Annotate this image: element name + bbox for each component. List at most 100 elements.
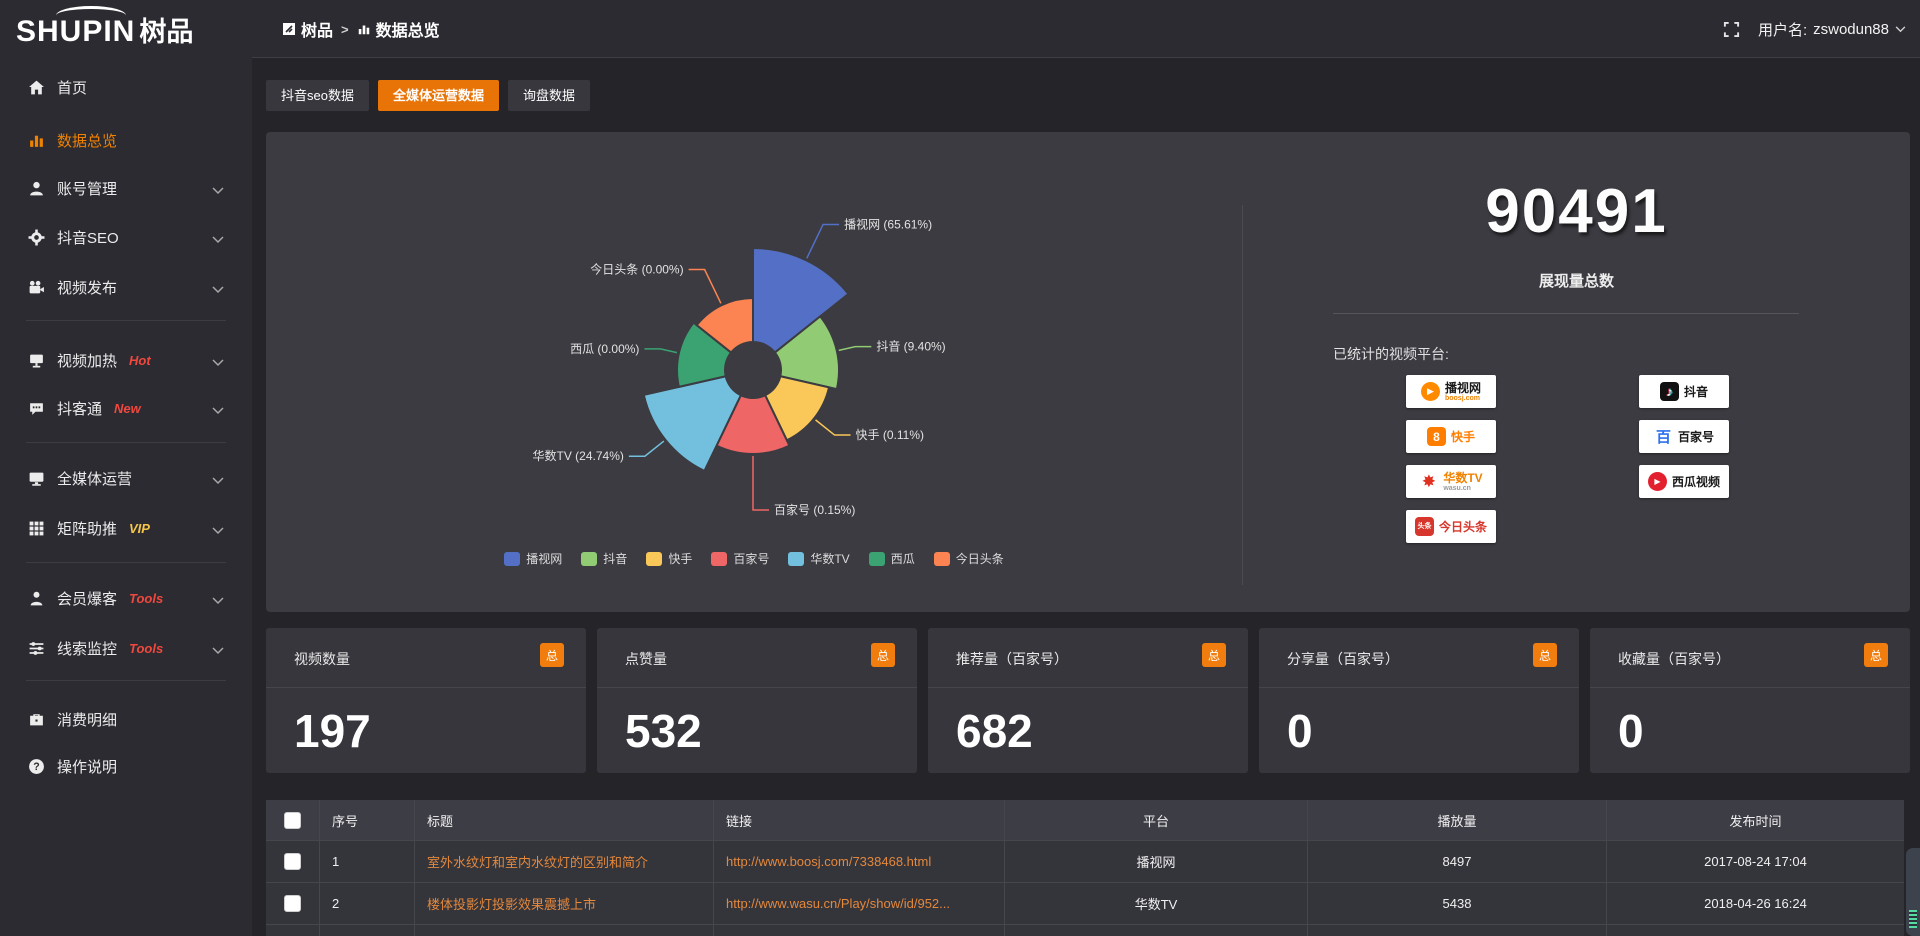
app-logo[interactable]: SHUPIN 树品 bbox=[16, 6, 193, 50]
legend-label: 西瓜 bbox=[890, 552, 915, 566]
legend-item-6[interactable]: 今日头条 bbox=[933, 550, 1004, 567]
legend-swatch bbox=[711, 551, 728, 566]
sidebar-item-chat[interactable]: 抖客通 New bbox=[0, 388, 252, 428]
user-menu[interactable]: 用户名: zswodun88 bbox=[1758, 19, 1906, 40]
video-title-link[interactable]: 室外水纹灯和室内水纹灯的区别和简介 bbox=[427, 855, 649, 870]
stat-card-title: 视频数量 bbox=[294, 651, 350, 667]
pie-slice-1[interactable] bbox=[773, 314, 840, 391]
platform-badge-boosj[interactable]: ▶ 播视网 boosj.com bbox=[1406, 375, 1496, 408]
chevron-down-icon bbox=[212, 236, 224, 244]
row-checkbox[interactable] bbox=[284, 853, 301, 870]
stat-card-value: 197 bbox=[294, 705, 371, 757]
legend-item-4[interactable]: 华数TV bbox=[788, 550, 850, 567]
pie-label: 百家号 (0.15%) bbox=[774, 502, 855, 517]
pie-label-line bbox=[806, 223, 840, 259]
sidebar-item-label: 会员爆客 bbox=[57, 590, 118, 608]
toutiao-logo-icon: 头条 bbox=[1414, 517, 1434, 536]
sidebar-item-home[interactable]: 首页 bbox=[0, 67, 252, 107]
video-url-link[interactable]: http://www.wasu.cn/Play/show/id/952... bbox=[726, 896, 950, 911]
sidebar-item-label: 数据总览 bbox=[57, 132, 118, 150]
link-cell: http://www.boosj.com/7338468.html bbox=[714, 841, 1005, 882]
side-widget[interactable] bbox=[1906, 848, 1920, 936]
checkbox-cell bbox=[266, 841, 320, 882]
platform-badge-xigua[interactable]: ▶ 西瓜视频 bbox=[1639, 465, 1729, 498]
sidebar-item-question[interactable]: ? 操作说明 bbox=[0, 746, 252, 786]
wallet-icon bbox=[26, 711, 46, 728]
pie-label-line bbox=[752, 456, 769, 511]
logo-arc bbox=[56, 6, 126, 25]
legend-item-1[interactable]: 抖音 bbox=[581, 550, 627, 567]
legend-label: 今日头条 bbox=[955, 552, 1004, 566]
sidebar-divider bbox=[26, 320, 226, 321]
platform-badge-toutiao[interactable]: 头条 今日头条 bbox=[1406, 510, 1496, 543]
platform-badge-douyin[interactable]: ♪ 抖音 bbox=[1639, 375, 1729, 408]
heat-screen-icon bbox=[26, 352, 46, 369]
pie-label-line bbox=[644, 348, 678, 354]
platform-badge-kuaishou[interactable]: 8 快手 bbox=[1406, 420, 1496, 453]
total-badge[interactable]: 总 bbox=[871, 643, 895, 667]
chevron-down-icon bbox=[212, 286, 224, 294]
stat-card-0: 视频数量 总 197 bbox=[266, 628, 586, 773]
panel-vertical-divider bbox=[1242, 205, 1243, 585]
platform-badge-wasu[interactable]: ✸ 华数TV wasu.cn bbox=[1406, 465, 1496, 498]
legend-swatch bbox=[868, 551, 885, 566]
question-icon: ? bbox=[26, 758, 46, 775]
sidebar-item-gear[interactable]: 抖音SEO bbox=[0, 217, 252, 257]
total-badge[interactable]: 总 bbox=[1864, 643, 1888, 667]
platforms-title: 已统计的视频平台: bbox=[1333, 346, 1449, 362]
pie-slice-4[interactable] bbox=[642, 375, 743, 473]
sidebar-item-label: 抖音SEO bbox=[57, 229, 119, 247]
tab-1[interactable]: 全媒体运营数据 bbox=[377, 80, 499, 111]
pie-slice-0[interactable] bbox=[752, 246, 850, 354]
time-cell: 2017-08-24 17:04 bbox=[1704, 854, 1807, 869]
sidebar-item-chevron bbox=[212, 182, 224, 200]
sidebar-item-user[interactable]: 账号管理 bbox=[0, 168, 252, 208]
platform-badge-baijiahao[interactable]: 百百家号 bbox=[1639, 420, 1729, 453]
total-badge[interactable]: 总 bbox=[540, 643, 564, 667]
empty-cell bbox=[1308, 925, 1607, 936]
sidebar-item-sliders[interactable]: 线索监控 Tools bbox=[0, 628, 252, 668]
svg-text:?: ? bbox=[33, 761, 39, 773]
legend-item-3[interactable]: 百家号 bbox=[711, 550, 769, 567]
legend-label: 华数TV bbox=[810, 552, 850, 566]
index-cell: 1 bbox=[320, 841, 415, 882]
breadcrumb-root[interactable]: 树品 bbox=[282, 17, 333, 41]
total-impressions-value: 90491 bbox=[1485, 177, 1668, 246]
tab-0[interactable]: 抖音seo数据 bbox=[266, 80, 369, 111]
pie-slice-6[interactable] bbox=[695, 296, 754, 354]
sidebar-item-heat-screen[interactable]: 视频加热 Hot bbox=[0, 340, 252, 380]
sidebar-item-monitor[interactable]: 全媒体运营 bbox=[0, 458, 252, 498]
total-badge[interactable]: 总 bbox=[1202, 643, 1226, 667]
sliders-icon bbox=[26, 640, 46, 657]
legend-item-5[interactable]: 西瓜 bbox=[868, 550, 915, 567]
platform-name: 播视网 bbox=[1444, 380, 1481, 395]
sidebar-item-wallet[interactable]: 消费明细 bbox=[0, 699, 252, 739]
views-cell: 8497 bbox=[1308, 841, 1607, 882]
total-badge[interactable]: 总 bbox=[1533, 643, 1557, 667]
sidebar-item-person[interactable]: 会员爆客 Tools bbox=[0, 578, 252, 618]
pie-label: 西瓜 (0.00%) bbox=[570, 342, 639, 356]
sidebar-item-grid[interactable]: 矩阵助推 VIP bbox=[0, 508, 252, 548]
username-value: zswodun88 bbox=[1813, 20, 1889, 38]
video-url-link[interactable]: http://www.boosj.com/7338468.html bbox=[726, 854, 932, 869]
row-checkbox[interactable] bbox=[284, 895, 301, 912]
column-header: 播放量 bbox=[1308, 800, 1607, 840]
table-row-1: 2 楼体投影灯投影效果震撼上市 http://www.wasu.cn/Play/sh… bbox=[266, 882, 1904, 924]
sidebar-item-badge: Tools bbox=[129, 640, 164, 656]
top-bar: SHUPIN 树品 树品 > 数据总览 用户名: zswodun88 bbox=[0, 0, 1920, 58]
stat-card-value: 0 bbox=[1287, 705, 1313, 757]
video-title-link[interactable]: 楼体投影灯投影效果震撼上市 bbox=[427, 897, 597, 912]
fullscreen-icon[interactable] bbox=[1723, 21, 1740, 38]
tab-2[interactable]: 询盘数据 bbox=[507, 80, 590, 111]
sidebar-item-video-camera[interactable]: 视频发布 bbox=[0, 267, 252, 307]
sidebar-item-bar-chart[interactable]: 数据总览 bbox=[0, 120, 252, 160]
pie-slice-5[interactable] bbox=[676, 321, 733, 389]
legend-item-0[interactable]: 播视网 bbox=[504, 550, 562, 567]
username-label: 用户名: bbox=[1757, 21, 1808, 39]
tab-bar: 抖音seo数据 全媒体运营数据 询盘数据 bbox=[266, 80, 590, 111]
platform-sub: wasu.cn bbox=[1443, 484, 1471, 492]
breadcrumb-current[interactable]: 数据总览 bbox=[357, 17, 440, 41]
select-all-checkbox[interactable] bbox=[284, 811, 301, 829]
legend-item-2[interactable]: 快手 bbox=[646, 550, 692, 567]
sidebar-item-badge: New bbox=[114, 400, 141, 416]
